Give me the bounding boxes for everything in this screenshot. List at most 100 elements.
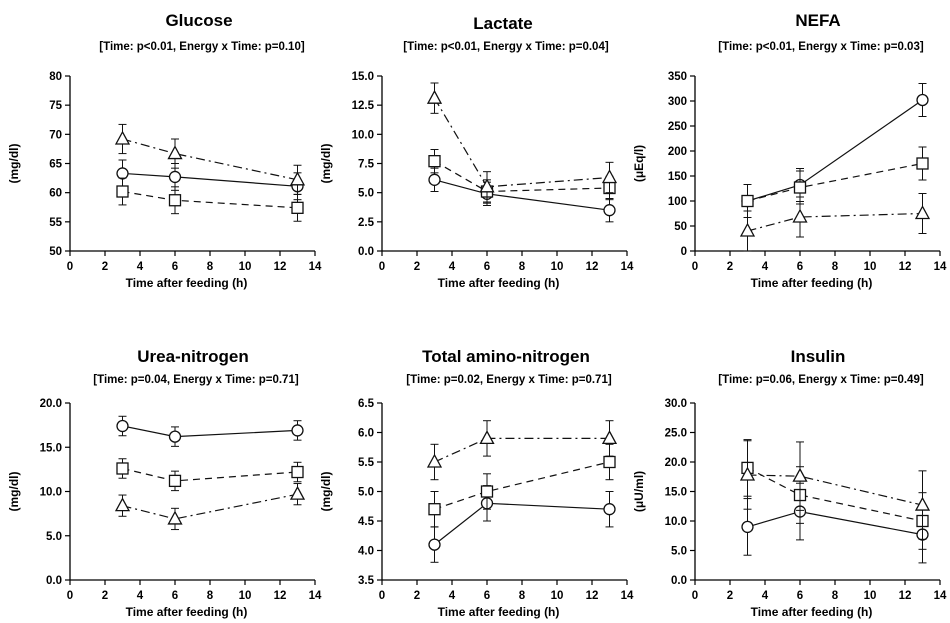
x-tick-label: 2 xyxy=(414,261,420,273)
data-point-circle xyxy=(428,173,441,186)
x-tick-label: 4 xyxy=(137,590,144,602)
y-tick-label: 60 xyxy=(49,188,62,200)
data-point-triangle xyxy=(167,145,183,160)
series-triangle xyxy=(114,483,306,531)
x-tick-label: 2 xyxy=(414,590,420,602)
data-point-triangle xyxy=(601,430,618,445)
data-point-square xyxy=(116,185,129,198)
data-point-circle xyxy=(741,520,754,534)
series-triangle xyxy=(426,82,618,203)
data-point-triangle xyxy=(289,171,306,186)
series-square xyxy=(428,149,616,204)
y-tick-label: 0.0 xyxy=(46,575,62,587)
y-axis-label: (μU/ml) xyxy=(632,471,646,512)
series-line xyxy=(434,437,610,463)
x-tick-label: 0 xyxy=(692,261,698,273)
y-tick-label: 100 xyxy=(668,196,687,208)
data-point-circle xyxy=(291,424,304,437)
y-tick-label: 5.5 xyxy=(358,457,375,469)
chart-title: Lactate xyxy=(473,14,533,33)
y-tick-label: 4.0 xyxy=(358,546,374,558)
x-tick-label: 10 xyxy=(551,590,564,602)
series-circle xyxy=(741,482,929,564)
y-tick-label: 20.0 xyxy=(40,398,62,410)
chart-title: Urea-nitrogen xyxy=(137,347,248,366)
y-tick-label: 12.5 xyxy=(352,100,375,112)
data-point-square xyxy=(480,485,494,498)
y-tick-label: 5.0 xyxy=(358,487,374,499)
chart-panel: Glucose [Time: p<0.01, Energy x Time: p=0… xyxy=(7,11,322,290)
data-point-square xyxy=(116,462,129,475)
series-square xyxy=(741,146,929,218)
x-tick-label: 4 xyxy=(449,261,456,273)
data-point-square xyxy=(916,157,929,170)
series-square xyxy=(741,439,929,550)
x-tick-label: 12 xyxy=(586,590,599,602)
data-point-circle xyxy=(428,538,441,551)
x-axis-label: Time after feeding (h) xyxy=(751,276,873,290)
x-tick-label: 0 xyxy=(379,590,385,602)
data-point-square xyxy=(428,155,441,168)
x-tick-label: 10 xyxy=(864,590,877,602)
y-tick-label: 20.0 xyxy=(665,457,687,469)
x-tick-label: 6 xyxy=(797,590,803,602)
series-line xyxy=(747,474,923,506)
series-line xyxy=(122,190,298,209)
x-tick-label: 8 xyxy=(832,261,839,273)
x-tick-label: 10 xyxy=(551,261,564,273)
x-tick-label: 6 xyxy=(172,261,178,273)
chart-panel: Lactate [Time: p<0.01, Energy x Time: p=0… xyxy=(319,14,634,290)
chart-title: NEFA xyxy=(795,11,840,30)
y-axis-label: (μEq/l) xyxy=(632,145,646,182)
x-tick-label: 14 xyxy=(621,590,634,602)
y-tick-label: 10.0 xyxy=(665,516,687,528)
data-point-triangle xyxy=(114,497,131,512)
series-line xyxy=(433,97,610,188)
x-tick-label: 14 xyxy=(309,590,322,602)
y-tick-label: 250 xyxy=(668,121,687,133)
x-axis-label: Time after feeding (h) xyxy=(126,276,248,290)
data-point-triangle xyxy=(479,178,495,193)
chart-subtitle: [Time: p<0.01, Energy x Time: p=0.03] xyxy=(718,41,924,53)
x-axis-label: Time after feeding (h) xyxy=(126,605,248,619)
x-tick-label: 4 xyxy=(762,261,769,273)
y-tick-label: 50 xyxy=(49,246,62,258)
y-tick-label: 0 xyxy=(681,246,687,258)
x-axis-label: Time after feeding (h) xyxy=(438,605,560,619)
series-line xyxy=(122,493,298,520)
y-tick-label: 5.0 xyxy=(358,188,374,200)
series-line xyxy=(122,425,298,438)
y-tick-label: 25.0 xyxy=(665,428,687,440)
y-tick-label: 15.0 xyxy=(665,487,687,499)
series-circle xyxy=(428,167,616,223)
series-circle xyxy=(428,485,616,563)
y-tick-label: 75 xyxy=(49,100,62,112)
data-point-square xyxy=(603,455,616,469)
x-tick-label: 12 xyxy=(274,590,287,602)
x-tick-label: 0 xyxy=(379,261,385,273)
data-point-triangle xyxy=(792,208,808,223)
x-tick-label: 4 xyxy=(762,590,769,602)
x-tick-label: 14 xyxy=(934,590,947,602)
x-tick-label: 10 xyxy=(864,261,877,273)
x-tick-label: 8 xyxy=(207,590,214,602)
data-point-square xyxy=(168,474,182,488)
chart-panel: Total amino-nitrogen [Time: p=0.02, Energ… xyxy=(319,347,634,619)
x-tick-label: 6 xyxy=(172,590,178,602)
x-tick-label: 12 xyxy=(899,590,912,602)
x-tick-label: 0 xyxy=(692,590,698,602)
x-tick-label: 14 xyxy=(621,261,634,273)
series-triangle xyxy=(426,420,618,481)
data-point-triangle xyxy=(792,467,808,482)
y-tick-label: 50 xyxy=(674,221,687,233)
y-axis-label: (mg/dl) xyxy=(7,144,21,184)
data-point-triangle xyxy=(289,485,306,500)
x-tick-label: 8 xyxy=(519,261,526,273)
x-tick-label: 2 xyxy=(102,590,108,602)
y-tick-label: 350 xyxy=(668,71,687,83)
x-tick-label: 12 xyxy=(586,261,599,273)
y-tick-label: 3.5 xyxy=(358,575,375,587)
series-triangle xyxy=(114,123,306,195)
y-axis-label: (mg/dl) xyxy=(319,144,333,184)
x-tick-label: 0 xyxy=(67,261,73,273)
